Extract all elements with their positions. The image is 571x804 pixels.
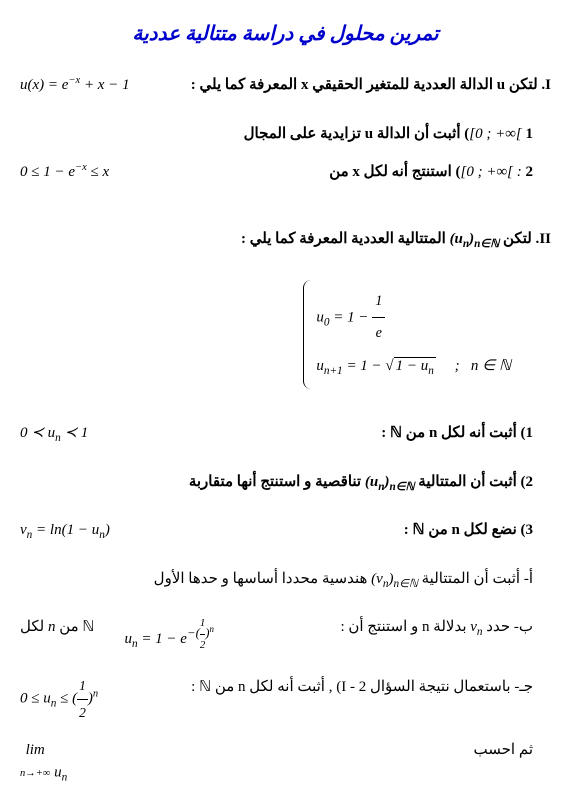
p2-q3c-ineq: 0 ≤ un ≤ (12)n	[20, 673, 98, 725]
p2-q3d-lim: limn→+∞ un	[20, 736, 67, 789]
p1-q2-ineq: 0 ≤ 1 − e−x ≤ x	[20, 158, 109, 187]
p2-q1-ineq: 0 ≺ un ≺ 1	[20, 419, 88, 449]
p2-q3a: أ- أثبت أن المتتالية (vn)n∈ℕ هندسية محدد…	[20, 565, 551, 595]
doc-title: تمرين محلول في دراسة متتالية عددية	[20, 15, 551, 53]
p2-q3b-text: ب- حدد vn بدلالة n و استنتج أن :	[340, 619, 533, 635]
p2-q3d-text: ثم احسب	[474, 742, 533, 758]
p2-q3c-text: جـ- باستعمال نتيجة السؤال I - 2) , أثبت …	[191, 679, 533, 695]
p2-q3-vn: vn = ln(1 − un)	[20, 516, 110, 546]
p1-intro-text: I. لتكن u الدالة العددية للمتغير الحقيقي…	[191, 77, 551, 93]
p2-q3b: لكل n من ℕ un = 1 − e−(12)n ب- حدد vn بد…	[20, 613, 551, 643]
p2-q1: 0 ≺ un ≺ 1 1) أثبت أنه لكل n من ℕ :	[20, 419, 551, 448]
p2-q3a-text: أ- أثبت أن المتتالية (vn)n∈ℕ هندسية محدد…	[154, 571, 533, 587]
sys-rec: un+1 = 1 − √1 − un ; n ∈ ℕ	[316, 350, 511, 384]
p2-q1-text: 1) أثبت أنه لكل n من ℕ :	[381, 425, 533, 441]
p2-q3b-tail: لكل n من ℕ	[20, 613, 94, 642]
p1-q2-interval: [0 ; +∞[ :	[461, 164, 522, 180]
p2-intro-text: II. لتكن (un)n∈ℕ المتتالية العددية المعر…	[241, 231, 551, 247]
p2-q3d: limn→+∞ un ثم احسب	[20, 736, 551, 765]
p1-q2: 0 ≤ 1 − e−x ≤ x [0 ; +∞[ : 2) استنتج أنه…	[20, 158, 551, 187]
p1-q1-interval: [0 ; +∞[	[469, 126, 522, 142]
p2-system: u0 = 1 − 1e un+1 = 1 − √1 − un ; n ∈ ℕ	[303, 280, 511, 389]
p2-q2-text: 2) أثبت أن المتتالية (un)n∈ℕ تناقصية و ا…	[189, 474, 533, 490]
sys-u0: u0 = 1 − 1e	[316, 286, 511, 350]
p1-intro: u(x) = e−x + x − 1 I. لتكن u الدالة العد…	[20, 71, 551, 100]
p1-q1: [0 ; +∞[ 1) أثبت أن الدالة u تزايدية على…	[20, 120, 551, 149]
u-def: u(x) = e−x + x − 1	[20, 71, 130, 100]
p2-q2: 2) أثبت أن المتتالية (un)n∈ℕ تناقصية و ا…	[20, 468, 551, 498]
p2-q3b-formula: un = 1 − e−(12)n	[124, 613, 214, 655]
p2-q3-text: 3) نضع لكل n من ℕ :	[404, 522, 533, 538]
p2-q3: vn = ln(1 − un) 3) نضع لكل n من ℕ :	[20, 516, 551, 545]
p2-intro: II. لتكن (un)n∈ℕ المتتالية العددية المعر…	[20, 225, 551, 255]
p2-q3c: 0 ≤ un ≤ (12)n جـ- باستعمال نتيجة السؤال…	[20, 673, 551, 702]
